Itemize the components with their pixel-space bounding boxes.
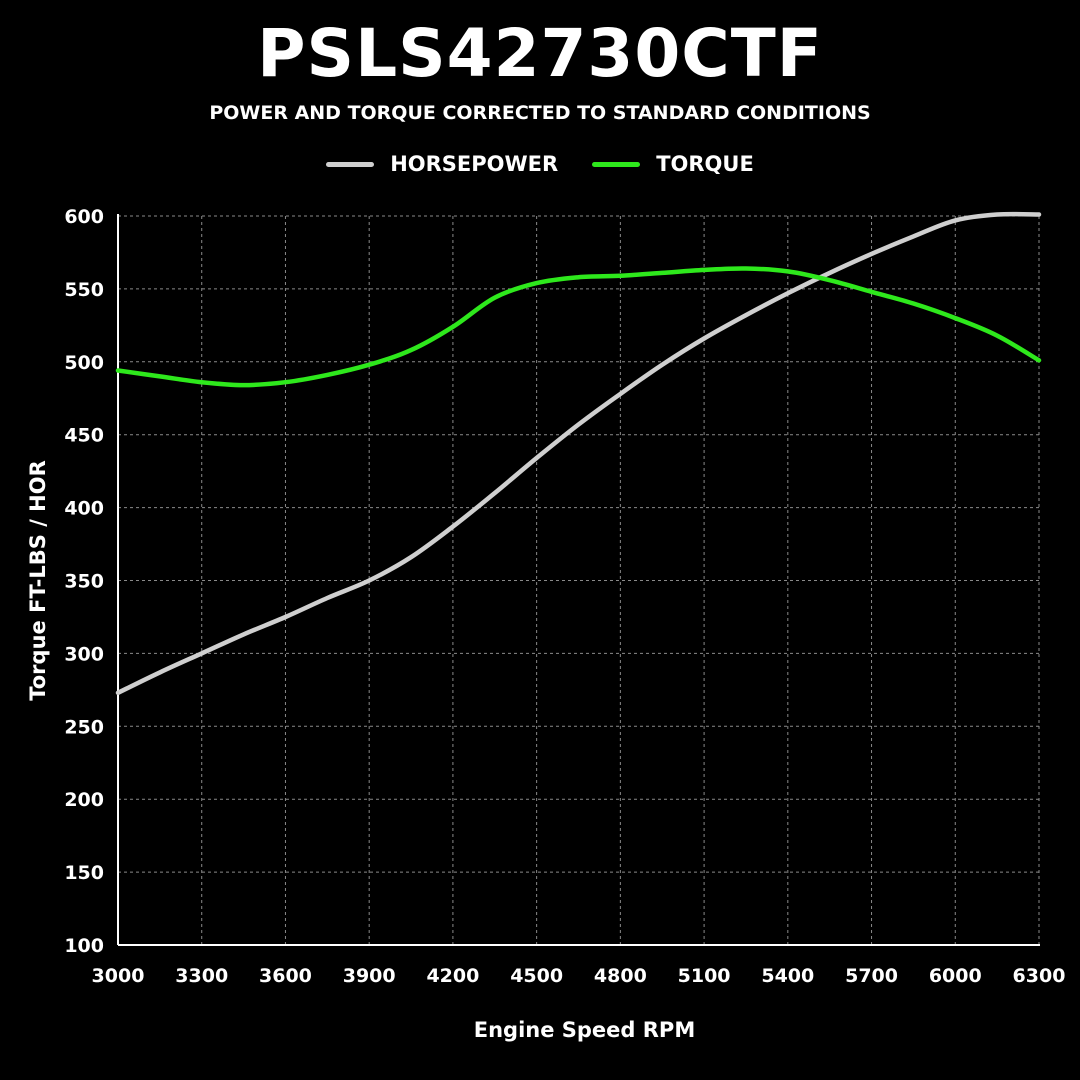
y-tick-label: 150	[64, 862, 104, 884]
y-tick-label: 500	[64, 352, 104, 374]
y-tick-label: 400	[64, 498, 104, 520]
x-tick-label: 3900	[343, 965, 396, 987]
x-tick-label: 4800	[594, 965, 647, 987]
series-layer	[115, 211, 1042, 696]
y-tick-label: 450	[64, 425, 104, 447]
chart-legend: HORSEPOWER TORQUE	[0, 152, 1080, 176]
x-tick-label: 4500	[510, 965, 563, 987]
x-tick-label: 4200	[426, 965, 479, 987]
legend-item-horsepower: HORSEPOWER	[326, 152, 558, 176]
legend-swatch-torque	[592, 161, 641, 167]
y-axis-title: Torque FT-LBS / HOR	[26, 460, 50, 701]
legend-label-horsepower: HORSEPOWER	[390, 152, 559, 176]
x-tick-label: 6300	[1013, 965, 1066, 987]
x-tick-label: 5700	[845, 965, 898, 987]
x-tick-label: 5100	[678, 965, 731, 987]
x-tick-label: 3000	[92, 965, 145, 987]
series-line-horsepower	[115, 211, 1042, 696]
chart-subtitle: POWER AND TORQUE CORRECTED TO STANDARD C…	[209, 102, 871, 124]
y-tick-label: 550	[64, 279, 104, 301]
legend-swatch-horsepower	[326, 161, 375, 167]
y-tick-label: 300	[64, 643, 104, 665]
legend-label-torque: TORQUE	[656, 152, 754, 176]
grid-layer	[118, 215, 1040, 945]
x-tick-label: 3300	[175, 965, 228, 987]
axis-layer	[117, 214, 1040, 946]
x-tick-label: 6000	[929, 965, 982, 987]
x-tick-label: 3600	[259, 965, 312, 987]
y-tick-label: 600	[64, 206, 104, 228]
series-line-torque	[115, 266, 1042, 388]
y-tick-label: 250	[64, 716, 104, 738]
y-tick-label: 100	[64, 935, 104, 957]
tick-label-layer: 3000 3300 3600 3900 4200 4500 4800 5100 5400 5700…	[64, 206, 1065, 987]
y-tick-label: 200	[64, 789, 104, 811]
x-tick-label: 5400	[761, 965, 814, 987]
legend-item-torque: TORQUE	[592, 152, 754, 176]
x-axis-title: Engine Speed RPM	[474, 1018, 695, 1042]
y-tick-label: 350	[64, 571, 104, 593]
chart-title: PSLS42730CTF	[257, 15, 823, 92]
